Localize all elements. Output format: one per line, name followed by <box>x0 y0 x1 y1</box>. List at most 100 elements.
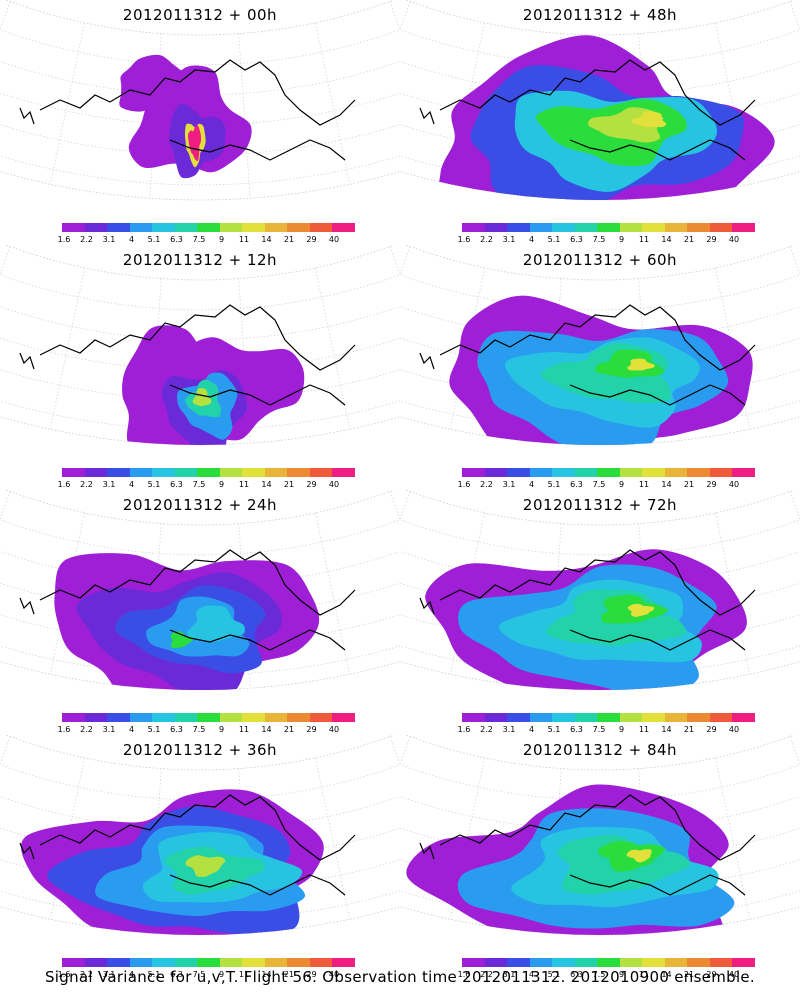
colorbar-label: 3.1 <box>102 725 116 734</box>
colorbar-label: 21 <box>283 725 295 734</box>
colorbar-label: 3.1 <box>502 725 516 734</box>
colorbar-label: 4 <box>528 480 535 489</box>
colorbar-label: 2.2 <box>80 480 93 489</box>
colorbar-label: 9 <box>618 725 625 734</box>
map-plot <box>400 490 800 691</box>
colorbar-label: 5.1 <box>147 725 161 734</box>
variance-contour <box>631 111 667 128</box>
colorbar-swatch <box>264 223 287 232</box>
colorbar-label: 14 <box>261 725 272 734</box>
colorbar-label: 4 <box>128 480 135 489</box>
colorbar-swatch <box>84 958 107 967</box>
longitude-line <box>400 491 411 521</box>
colorbar <box>62 468 355 477</box>
longitude-line <box>789 491 800 521</box>
variance-field <box>119 54 252 179</box>
coastline <box>439 304 756 371</box>
colorbar-label: 11 <box>638 970 650 979</box>
colorbar-swatch <box>219 468 242 477</box>
colorbar-swatch <box>152 958 175 967</box>
colorbar-swatch <box>642 958 665 967</box>
colorbar-swatch <box>619 713 642 722</box>
colorbar-label: 7.5 <box>592 725 606 734</box>
colorbar-label: 11 <box>238 235 250 244</box>
colorbar-label: 14 <box>261 970 272 979</box>
colorbar-label: 40 <box>728 970 740 979</box>
longitude-line <box>0 736 11 766</box>
colorbar-swatch <box>287 223 310 232</box>
variance-contour <box>185 855 226 877</box>
colorbar-swatch <box>664 958 687 967</box>
colorbar-swatch <box>287 713 310 722</box>
longitude-line <box>789 736 800 766</box>
colorbar-label: 14 <box>661 725 672 734</box>
colorbar-label: 40 <box>728 235 740 244</box>
variance-field <box>21 789 324 935</box>
latitude-line <box>0 519 400 556</box>
colorbar-label: 40 <box>328 480 340 489</box>
colorbar-swatch <box>287 468 310 477</box>
map-plot <box>400 245 800 446</box>
colorbar-label: 40 <box>328 970 340 979</box>
longitude-line <box>789 246 800 276</box>
panel-title: 2012011312 + 72h <box>522 496 678 514</box>
colorbar-label: 21 <box>283 235 295 244</box>
colorbar-swatch <box>529 713 552 722</box>
colorbar-swatch <box>174 223 197 232</box>
colorbar-swatch <box>129 713 152 722</box>
colorbar-swatch <box>107 713 130 722</box>
colorbar-swatch <box>484 468 507 477</box>
coastline <box>569 629 746 651</box>
forecast-panel: 2012011312 + 84h 1.6 2.2 3.1 4 5.1 6.3 7.5 9 11 14… <box>400 735 800 980</box>
colorbar-swatch <box>619 223 642 232</box>
colorbar-swatch <box>242 223 265 232</box>
variance-contour <box>192 388 212 407</box>
figure-caption: Signal Variance for u,v,T. Flight 56. Ob… <box>44 968 756 986</box>
colorbar-label: 6.3 <box>570 725 583 734</box>
colorbar-swatch <box>664 468 687 477</box>
colorbar-swatch <box>732 713 755 722</box>
forecast-panel: 2012011312 + 12h 1.6 2.2 3.1 4 5.1 6.3 7.5 9 11 14… <box>0 245 400 490</box>
colorbar-swatch <box>529 468 552 477</box>
colorbar-label: 29 <box>706 235 717 244</box>
colorbar-swatch <box>174 958 197 967</box>
map-plot <box>0 735 400 936</box>
colorbar-label: 6.3 <box>170 725 183 734</box>
colorbar <box>462 958 755 967</box>
panel-title: 2012011312 + 24h <box>122 496 278 514</box>
variance-field <box>122 325 305 445</box>
panel-title: 2012011312 + 84h <box>522 741 678 759</box>
colorbar-label: 7.5 <box>192 480 206 489</box>
colorbar-label: 7.5 <box>192 970 206 979</box>
variance-contour <box>627 358 655 371</box>
colorbar-label: 11 <box>638 725 650 734</box>
colorbar-swatch <box>84 223 107 232</box>
colorbar-label: 2.2 <box>480 725 493 734</box>
colorbar-swatch <box>129 223 152 232</box>
colorbar-label: 29 <box>706 970 717 979</box>
colorbar-label: 1.6 <box>457 480 471 489</box>
colorbar-label: 5.1 <box>147 970 161 979</box>
colorbar-label: 11 <box>238 480 250 489</box>
latitude-line <box>400 61 800 96</box>
longitude-line <box>0 246 11 276</box>
colorbar-swatch <box>709 223 732 232</box>
colorbar-label: 3.1 <box>102 480 116 489</box>
coastline <box>39 549 356 616</box>
colorbar-label: 5.1 <box>547 235 561 244</box>
variance-contour <box>119 54 212 112</box>
latitude-line <box>0 61 400 96</box>
colorbar-swatch <box>107 958 130 967</box>
colorbar-label: 4 <box>528 725 535 734</box>
colorbar-label: 11 <box>638 235 650 244</box>
forecast-panel: 2012011312 + 72h 1.6 2.2 3.1 4 5.1 6.3 7.5 9 11 14… <box>400 490 800 735</box>
coastline <box>569 874 746 896</box>
colorbar-swatch <box>84 713 107 722</box>
colorbar-label: 14 <box>661 235 672 244</box>
colorbar-label: 14 <box>661 480 672 489</box>
colorbar-label: 9 <box>618 970 625 979</box>
colorbar-label: 3.1 <box>102 235 116 244</box>
island-outline <box>419 842 435 860</box>
longitude-line <box>389 246 400 276</box>
colorbar-swatch <box>62 223 85 232</box>
